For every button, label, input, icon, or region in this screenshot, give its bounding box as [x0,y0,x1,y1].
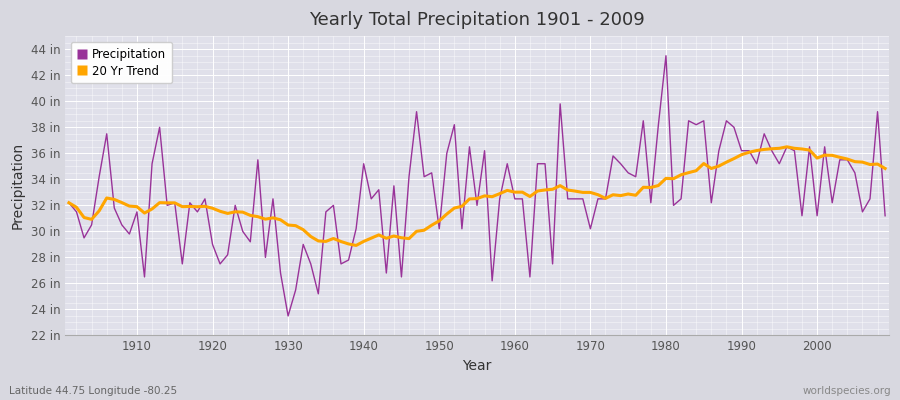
Y-axis label: Precipitation: Precipitation [11,142,25,230]
Title: Yearly Total Precipitation 1901 - 2009: Yearly Total Precipitation 1901 - 2009 [309,11,645,29]
X-axis label: Year: Year [463,359,491,373]
Text: worldspecies.org: worldspecies.org [803,386,891,396]
Text: Latitude 44.75 Longitude -80.25: Latitude 44.75 Longitude -80.25 [9,386,177,396]
Legend: Precipitation, 20 Yr Trend: Precipitation, 20 Yr Trend [71,42,172,84]
